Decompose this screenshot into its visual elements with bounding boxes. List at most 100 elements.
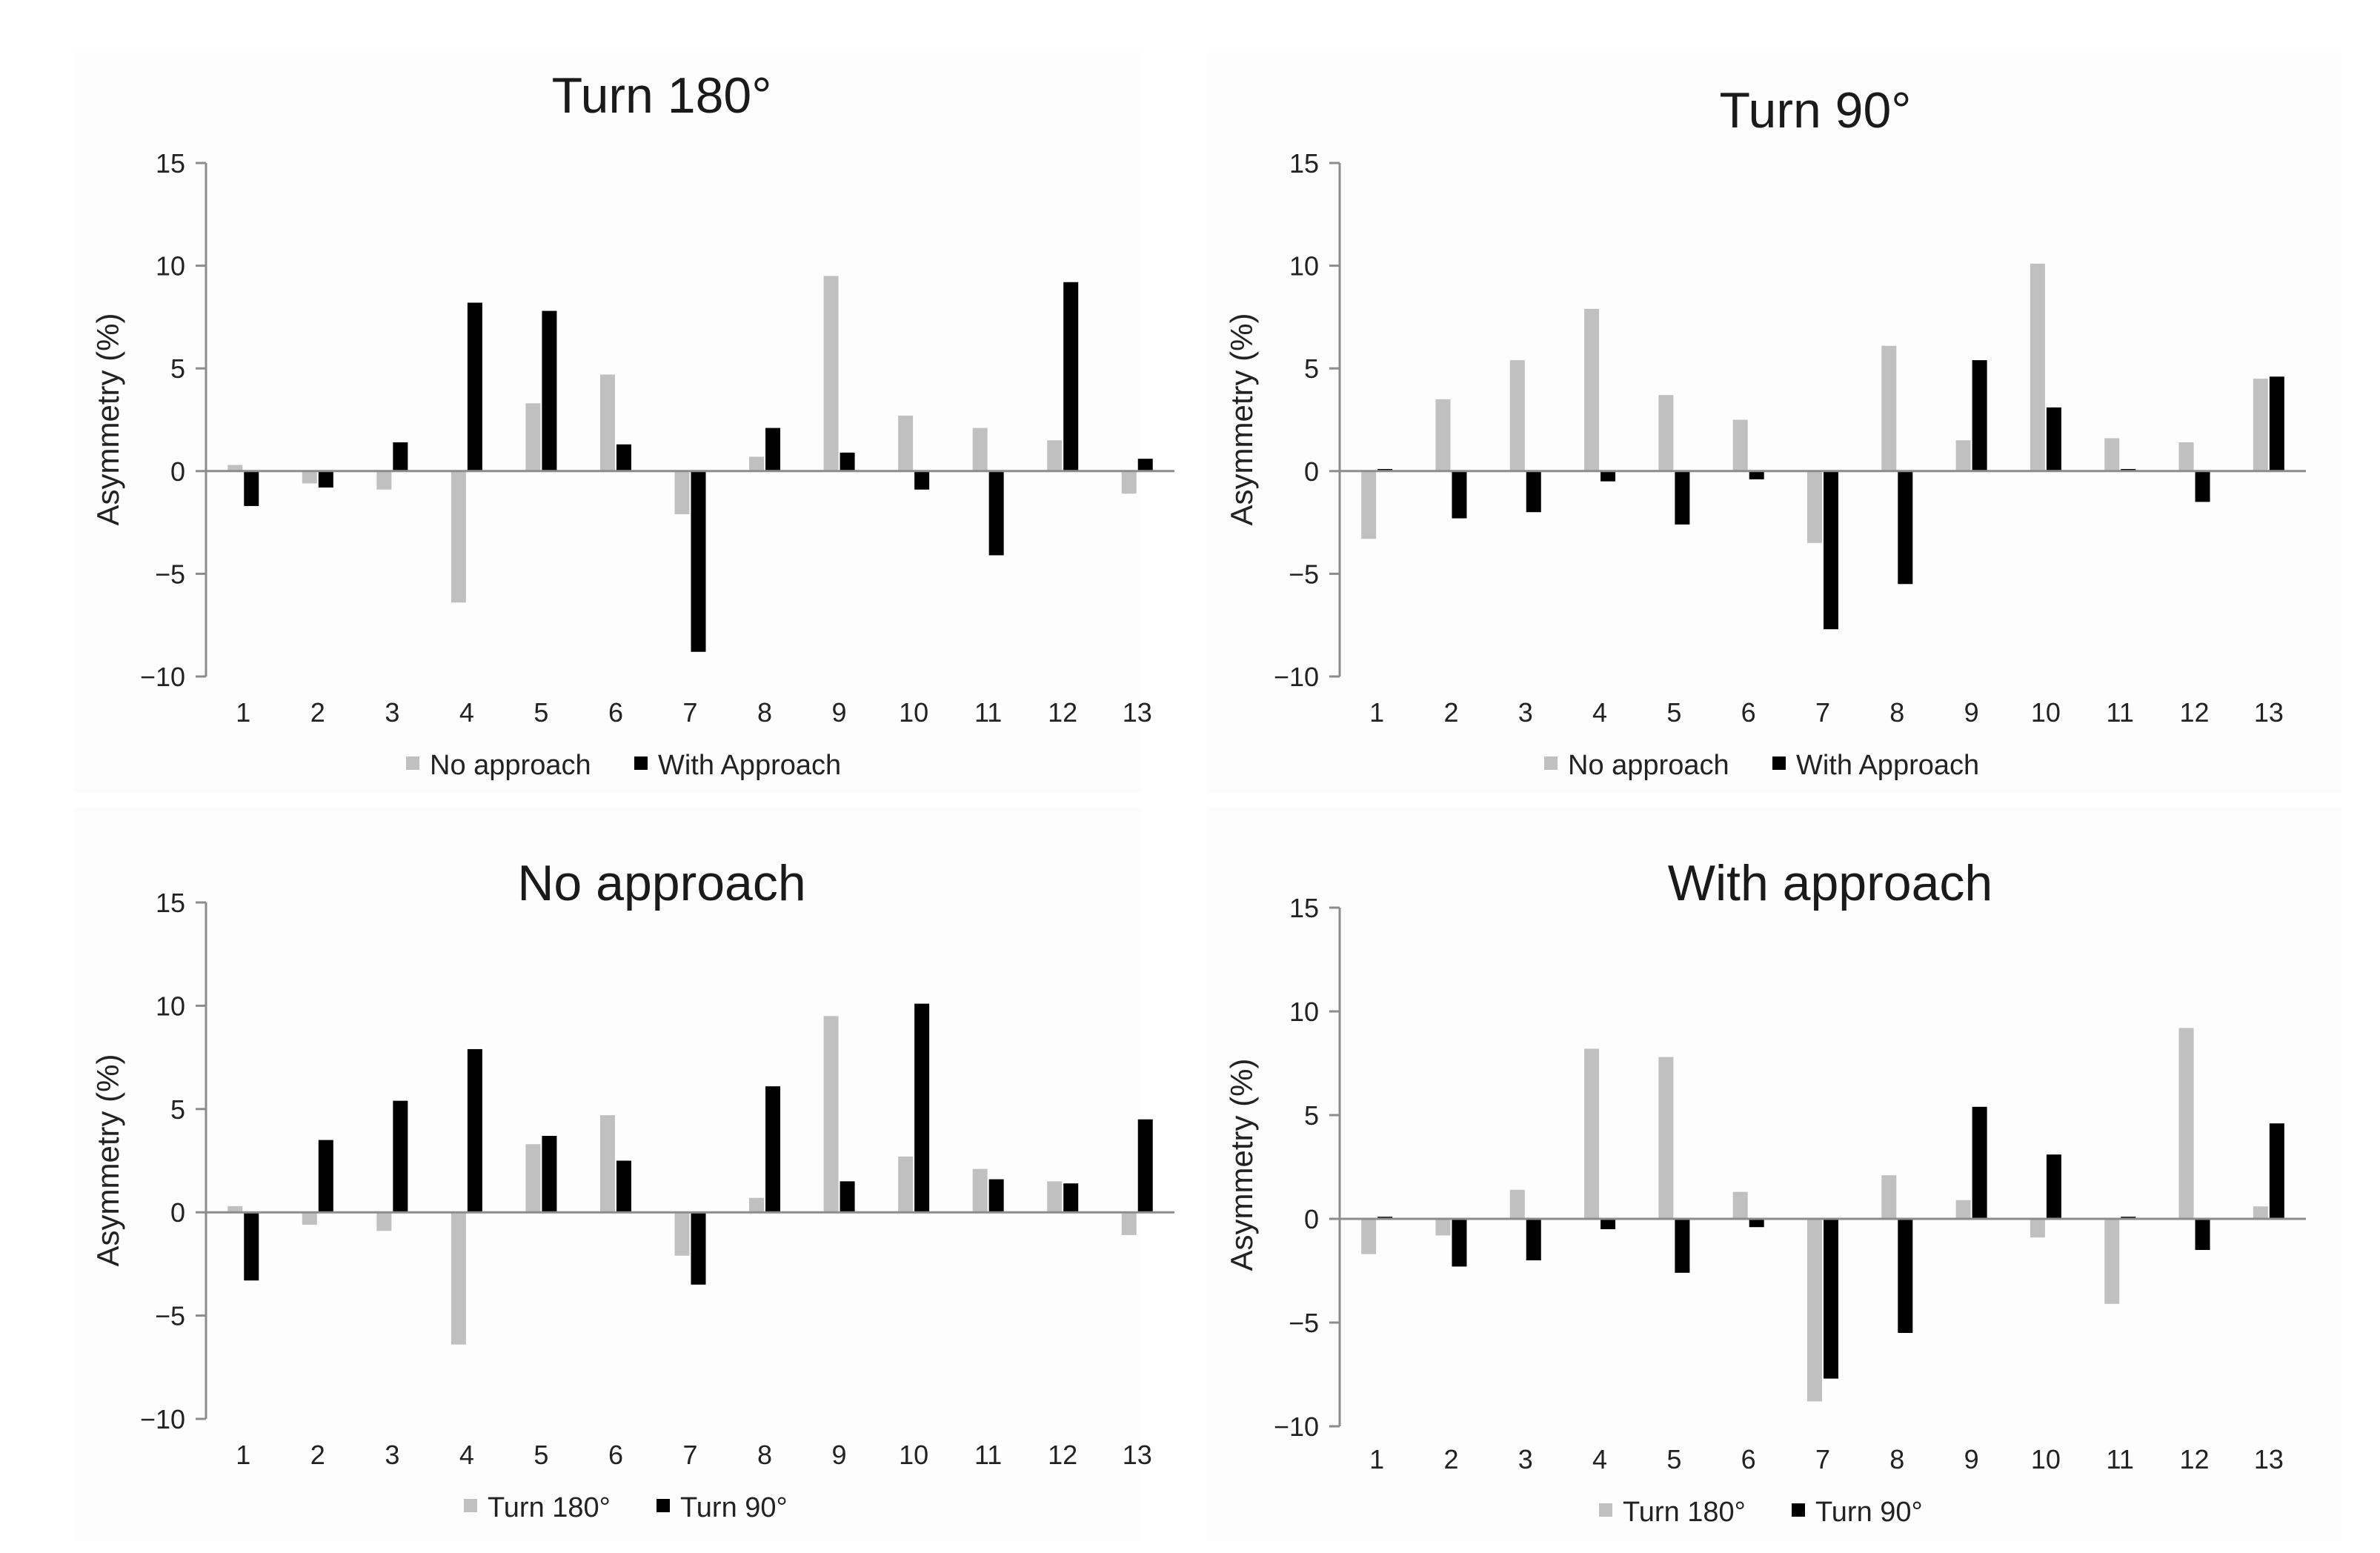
x-tick-label: 11 <box>974 1440 1002 1470</box>
bar-with-approach-3 <box>393 442 408 471</box>
y-tick-label: 5 <box>1304 353 1319 384</box>
bar-turn-180--12 <box>2178 1028 2194 1219</box>
bar-turn-180--10 <box>898 1156 914 1213</box>
bar-with-approach-2 <box>1452 470 1467 519</box>
legend-swatch <box>1772 756 1786 770</box>
bar-with-approach-9 <box>1972 360 1987 471</box>
x-tick-label: 9 <box>832 697 847 728</box>
bar-no-approach-4 <box>451 470 466 603</box>
legend-label: With Approach <box>658 750 841 781</box>
bar-turn-90--3 <box>1526 1219 1541 1260</box>
y-tick-label: 5 <box>1304 1100 1319 1131</box>
bar-turn-90--3 <box>393 1100 408 1213</box>
x-tick-label: 9 <box>1964 1444 1979 1474</box>
bar-with-approach-3 <box>1526 470 1541 513</box>
y-tick-label: −5 <box>155 1301 185 1331</box>
x-tick-label: 12 <box>1048 1440 1077 1470</box>
bar-turn-90--5 <box>1675 1219 1690 1273</box>
bar-with-approach-2 <box>318 470 333 488</box>
legend-swatch <box>1599 1503 1612 1517</box>
bar-turn-90--2 <box>318 1140 333 1213</box>
bar-with-approach-13 <box>2269 376 2284 471</box>
bar-no-approach-5 <box>1658 395 1674 471</box>
x-tick-label: 1 <box>236 1440 250 1470</box>
bar-turn-90--8 <box>1898 1219 1913 1333</box>
x-tick-label: 4 <box>1592 697 1607 728</box>
bar-turn-90--13 <box>1137 1119 1153 1213</box>
bar-turn-180--6 <box>1732 1191 1748 1219</box>
bar-turn-180--7 <box>674 1212 690 1256</box>
legend-label: Turn 180° <box>488 1492 611 1523</box>
y-tick-label: −5 <box>1289 559 1319 589</box>
bar-turn-90--6 <box>616 1160 631 1213</box>
legend-label: No approach <box>430 750 591 781</box>
x-tick-label: 1 <box>236 697 250 728</box>
x-tick-label: 7 <box>1815 697 1830 728</box>
x-tick-label: 5 <box>1666 697 1681 728</box>
bar-turn-90--10 <box>914 1003 930 1213</box>
y-tick-label: 10 <box>156 251 185 282</box>
bar-with-approach-7 <box>691 470 706 652</box>
x-tick-label: 3 <box>1518 697 1533 728</box>
x-tick-label: 10 <box>2031 1444 2061 1474</box>
bar-no-approach-9 <box>823 276 839 471</box>
x-tick-label: 12 <box>2180 697 2210 728</box>
x-tick-label: 5 <box>1666 1444 1681 1474</box>
bar-turn-90--4 <box>467 1048 482 1213</box>
bar-no-approach-10 <box>2030 263 2045 471</box>
bar-turn-180--2 <box>302 1212 317 1225</box>
x-tick-label: 1 <box>1369 697 1384 728</box>
x-tick-label: 12 <box>2180 1444 2210 1474</box>
bar-turn-90--12 <box>2195 1219 2210 1250</box>
y-tick-label: −5 <box>1289 1308 1319 1338</box>
bar-no-approach-13 <box>1121 470 1137 494</box>
legend-label: Turn 90° <box>1815 1497 1923 1528</box>
y-tick-label: 10 <box>156 991 185 1021</box>
bar-no-approach-6 <box>599 374 615 471</box>
x-tick-label: 6 <box>1741 1444 1756 1474</box>
bar-with-approach-5 <box>1675 470 1690 525</box>
x-tick-label: 8 <box>757 697 772 728</box>
x-tick-label: 7 <box>682 697 697 728</box>
bar-no-approach-7 <box>674 470 690 515</box>
legend-swatch <box>1544 756 1558 770</box>
bar-turn-90--5 <box>542 1136 557 1213</box>
y-tick-label: 15 <box>156 888 185 918</box>
y-tick-label: 5 <box>170 1094 185 1125</box>
x-tick-label: 7 <box>1815 1444 1830 1474</box>
bar-turn-180--6 <box>599 1115 615 1213</box>
bar-turn-90--6 <box>1749 1219 1764 1228</box>
x-tick-label: 11 <box>2107 697 2134 728</box>
y-tick-label: 0 <box>170 456 185 487</box>
legend-swatch <box>1792 1503 1805 1517</box>
bar-no-approach-12 <box>1047 440 1063 471</box>
y-axis-label: Asymmetry (%) <box>90 313 125 526</box>
bar-turn-180--11 <box>972 1168 988 1213</box>
legend-swatch <box>406 756 419 770</box>
x-tick-label: 6 <box>1741 697 1756 728</box>
x-tick-label: 4 <box>459 1440 474 1470</box>
bar-turn-90--10 <box>2046 1154 2061 1219</box>
bar-with-approach-6 <box>616 444 631 471</box>
chart-title: With approach <box>1668 855 1992 911</box>
bar-turn-90--7 <box>1824 1219 1838 1379</box>
x-tick-label: 10 <box>899 697 928 728</box>
bar-turn-90--12 <box>1063 1183 1079 1213</box>
bar-with-approach-12 <box>2195 470 2210 502</box>
y-tick-label: −5 <box>155 559 185 589</box>
y-tick-label: −10 <box>140 662 185 692</box>
bar-with-approach-6 <box>1749 470 1764 479</box>
y-axis-label: Asymmetry (%) <box>90 1054 125 1267</box>
bar-turn-180--8 <box>1881 1175 1897 1219</box>
bar-turn-180--1 <box>1361 1219 1377 1254</box>
bar-turn-180--7 <box>1807 1219 1822 1402</box>
y-tick-label: 0 <box>1304 1204 1319 1234</box>
x-tick-label: 10 <box>899 1440 928 1470</box>
y-tick-label: 5 <box>170 353 185 384</box>
bar-turn-90--1 <box>244 1212 259 1281</box>
y-tick-label: 15 <box>156 148 185 179</box>
